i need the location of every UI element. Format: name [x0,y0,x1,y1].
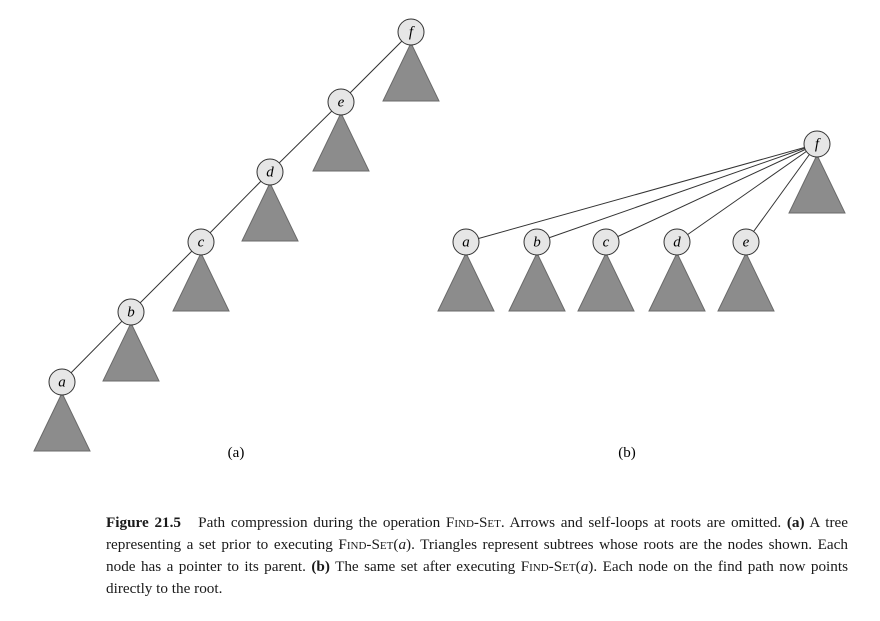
panel-a-node-f: f [397,18,425,46]
panel-b-subtree-b [508,251,566,312]
find-set-op-2: Find-Set [338,536,394,553]
panel-b-node-b-circle [523,228,551,256]
panel-a-node-d: d [256,158,284,186]
panel-a-node-f-circle [397,18,425,46]
paren-close-2: ) [588,558,594,575]
panel-b-node-d-label: d [673,235,681,251]
panel-b-edge-d-f [676,143,818,243]
panel-a-node-c-circle [187,228,215,256]
panel-a-subtree-a [33,391,91,452]
panel-a-subtree-f [382,41,440,102]
panel-b-node-a: a [452,228,480,256]
panel-b-node-b-label: b [533,235,541,251]
panel-b-edge-b-f [536,143,818,243]
panel-b-node-f-circle [803,130,831,158]
panel-a-node-c-label: c [198,235,205,251]
panel-a-node-d-label: d [266,165,274,181]
panel-b-edge-c-f [605,143,818,243]
panel-b-edge-a-f [465,143,818,243]
panel-b-node-d: d [663,228,691,256]
panel-a-subtree-b [102,321,160,382]
panel-b-subtree-c [577,251,635,312]
panel-b-node-e-circle [732,228,760,256]
paren-open-1: ( [393,536,399,553]
panel-a-edge-c-d [200,171,271,243]
subtree-triangles [33,41,846,452]
caption-text-4: . Triangles represent subtrees whose roo… [106,536,848,575]
panel-b-node-b: b [523,228,551,256]
figure-number: Figure 21.5 [106,514,182,531]
panel-a-label: (a) [228,445,245,461]
panel-a-node-e-circle [327,88,355,116]
caption-text-2: . Arrows and self-loops at roots are omi… [500,514,787,531]
panel-b-node-a-circle [452,228,480,256]
panel-b-subtree-a [437,251,495,312]
panel-b-node-f: f [803,130,831,158]
panel-a-edge-b-c [130,241,202,313]
caption-part-b-label: (b) [311,558,330,575]
panel-a-node-f-label: f [409,25,415,41]
panel-b-node-e-label: e [743,235,750,251]
panel-b-subtree-e [717,251,775,312]
find-set-arg-1: a [398,536,407,553]
panel-b-node-c-circle [592,228,620,256]
panel-b-subtree-d [648,251,706,312]
panel-a-edge-a-b [61,311,132,383]
find-set-op-3: Find-Set [520,558,576,575]
panel-a-node-b: b [117,298,145,326]
panel-a-node-d-circle [256,158,284,186]
panel-a-subtree-c [172,251,230,312]
panel-b-node-c: c [592,228,620,256]
panel-a-node-b-circle [117,298,145,326]
caption-text-3: A tree representing a set prior to execu… [106,514,848,553]
panel-a-node-a: a [48,368,76,396]
tree-nodes: f e d c b a f a b c d e [48,18,831,396]
panel-b-node-d-circle [663,228,691,256]
panel-a-subtree-d [241,181,299,242]
panel-b-node-e: e [732,228,760,256]
paren-open-2: ( [575,558,581,575]
panel-b-node-f-label: f [815,137,821,153]
panel-a-node-a-circle [48,368,76,396]
path-compression-figure: f e d c b a f a b c d e (a) (b) [33,18,846,461]
paren-close-1: ) [406,536,412,553]
panel-a-node-e: e [327,88,355,116]
panel-a-node-b-label: b [127,305,135,321]
panel-b-node-a-label: a [462,235,470,251]
find-set-op-1: Find-Set [445,514,501,531]
panel-a-edge-d-e [269,101,342,173]
caption-part-a-label: (a) [786,514,805,531]
panel-b-label: (b) [618,445,636,461]
panel-a-subtree-e [312,111,370,172]
panel-a-node-a-label: a [58,375,66,391]
panel-b-node-c-label: c [603,235,610,251]
panel-b-edge-e-f [745,143,818,243]
panel-b-subtree-f [788,153,846,214]
find-set-arg-2: a [580,558,589,575]
caption-text-6: . Each node on the find path now points … [106,558,848,597]
figure-caption: Figure 21.5 Path compression during the … [106,512,848,600]
panel-a-node-e-label: e [338,95,345,111]
tree-edges [61,31,818,383]
caption-text-1: Path compression during the operation [198,514,446,531]
panel-a-node-c: c [187,228,215,256]
panel-a-edge-e-f [340,31,412,103]
caption-text-5: The same set after executing [329,558,521,575]
